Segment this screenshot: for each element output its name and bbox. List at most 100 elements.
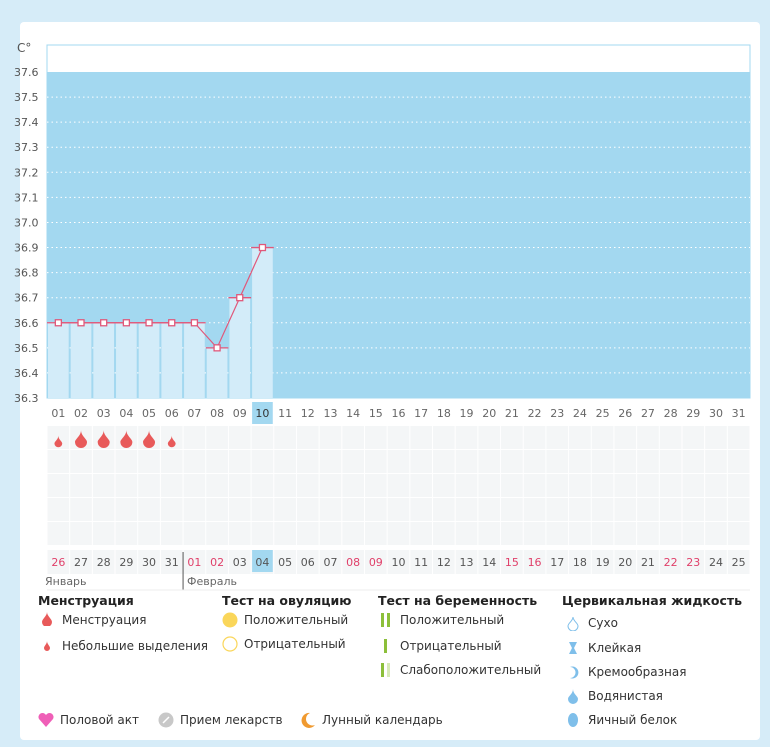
grid-cell xyxy=(206,522,228,545)
grid-cell xyxy=(160,522,183,545)
grid-cell xyxy=(727,522,750,545)
temperature-bar xyxy=(161,322,183,398)
grid-cell xyxy=(546,498,569,521)
grid-cell xyxy=(591,498,614,521)
legend-label: Положительный xyxy=(400,613,505,627)
grid-cell xyxy=(546,522,569,545)
menstruation-drop-icon xyxy=(120,430,133,449)
date-label: 15 xyxy=(505,556,519,569)
circle-filled-icon xyxy=(222,612,238,628)
grid-cell xyxy=(228,522,251,545)
cycle-day-label: 30 xyxy=(709,407,723,420)
grid-cell xyxy=(523,450,546,473)
date-label: 11 xyxy=(414,556,428,569)
y-tick-label: 37.4 xyxy=(14,116,39,129)
grid-cell xyxy=(433,498,455,521)
legend-item: Прием лекарств xyxy=(158,712,283,728)
grid-cell xyxy=(455,522,478,545)
cycle-day-label: 23 xyxy=(550,407,564,420)
grid-cell xyxy=(387,498,410,521)
legend-label: Слабоположительный xyxy=(400,663,542,677)
date-cell xyxy=(637,550,659,574)
cycle-day-label: 27 xyxy=(641,407,655,420)
date-cell xyxy=(70,550,92,574)
y-tick-label: 36.9 xyxy=(14,242,39,255)
grid-cell xyxy=(614,426,637,449)
cycle-day-label: 24 xyxy=(573,407,587,420)
legend-item: Клейкая xyxy=(566,640,641,656)
grid-cell xyxy=(637,522,659,545)
temperature-point xyxy=(77,319,85,327)
date-label: 28 xyxy=(97,556,111,569)
two-lines-icon xyxy=(378,612,392,628)
grid-cell xyxy=(138,498,160,521)
grid-cell xyxy=(387,522,410,545)
grid-cell xyxy=(727,498,750,521)
y-tick-label: 36.6 xyxy=(14,317,39,330)
grid-cell xyxy=(319,522,342,545)
light-discharge-drop-icon xyxy=(54,435,63,448)
grid-cell xyxy=(387,426,410,449)
legend-item: Отрицательный xyxy=(378,638,502,654)
grid-cell xyxy=(523,426,546,449)
grid-cell xyxy=(387,450,410,473)
grid-cell xyxy=(682,522,705,545)
grid-cell xyxy=(727,474,750,497)
grid-cell xyxy=(92,498,115,521)
date-cell xyxy=(614,550,637,574)
grid-cell xyxy=(70,474,92,497)
grid-cell xyxy=(319,450,342,473)
date-label: 21 xyxy=(641,556,655,569)
legend-label: Яичный белок xyxy=(588,713,678,727)
grid-cell xyxy=(546,450,569,473)
grid-cell xyxy=(160,474,183,497)
grid-cell xyxy=(501,474,523,497)
grid-cell xyxy=(478,522,501,545)
date-cell xyxy=(501,550,523,574)
legend-item: Половой акт xyxy=(38,712,139,728)
grid-cell xyxy=(523,522,546,545)
temperature-bar xyxy=(252,247,273,398)
cycle-day-label: 08 xyxy=(210,407,224,420)
grid-cell xyxy=(705,474,727,497)
grid-cell xyxy=(296,522,319,545)
cycle-day-label: 19 xyxy=(460,407,474,420)
legend-item: Отрицательный xyxy=(222,636,346,652)
grid-cell xyxy=(591,474,614,497)
grid-cell xyxy=(433,522,455,545)
cycle-day-label: 16 xyxy=(392,407,406,420)
legend-item: Положительный xyxy=(222,612,348,628)
grid-cell xyxy=(364,450,387,473)
grid-cell xyxy=(160,450,183,473)
grid-cell xyxy=(659,426,682,449)
date-label: 17 xyxy=(550,556,564,569)
date-label: 10 xyxy=(392,556,406,569)
grid-cell xyxy=(47,474,70,497)
date-label: 16 xyxy=(528,556,542,569)
grid-cell xyxy=(637,450,659,473)
grid-cell xyxy=(455,450,478,473)
grid-cell xyxy=(206,474,228,497)
cycle-day-label: 07 xyxy=(187,407,201,420)
y-tick-label: 37.3 xyxy=(14,141,39,154)
legend-item: Менструация xyxy=(40,612,146,628)
grid-cell xyxy=(228,426,251,449)
grid-cell xyxy=(727,426,750,449)
y-axis-label: C° xyxy=(17,41,31,55)
dry-icon xyxy=(566,615,580,632)
small-drop-icon xyxy=(40,638,54,654)
grid-cell xyxy=(183,426,206,449)
date-label: 24 xyxy=(709,556,723,569)
grid-cell xyxy=(614,498,637,521)
grid-cell xyxy=(501,522,523,545)
grid-cell xyxy=(296,498,319,521)
date-cell xyxy=(342,550,364,574)
date-label: 14 xyxy=(482,556,496,569)
date-label: 18 xyxy=(573,556,587,569)
y-tick-label: 36.5 xyxy=(14,342,39,355)
grid-cell xyxy=(296,474,319,497)
circle-outline-icon xyxy=(222,636,238,652)
date-label: 12 xyxy=(437,556,451,569)
grid-cell xyxy=(614,522,637,545)
cycle-day-label: 15 xyxy=(369,407,383,420)
